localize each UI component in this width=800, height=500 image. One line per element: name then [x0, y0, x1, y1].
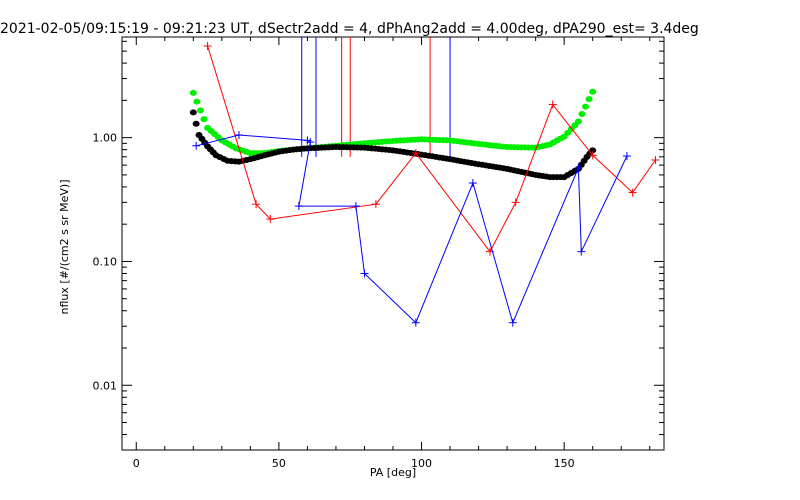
- plot-frame: [121, 36, 665, 451]
- green-curve-dot: [196, 107, 204, 114]
- black-curve-dot: [589, 147, 597, 154]
- chart-title: 2021-02-05/09:15:19 - 09:21:23 UT, dSect…: [0, 21, 699, 37]
- x-tick-label: 100: [411, 457, 432, 470]
- x-axis-label: PA [deg]: [370, 466, 416, 479]
- black-curve-dot: [192, 120, 200, 127]
- blue-series-line: [196, 134, 628, 325]
- x-tick-label: 150: [554, 457, 575, 470]
- green-curve-dot: [589, 88, 597, 95]
- x-tick-label: 50: [272, 457, 286, 470]
- green-curve-dot: [578, 111, 586, 118]
- x-tick-label: 0: [133, 457, 140, 470]
- green-curve-dot: [200, 116, 208, 123]
- y-tick-label: 0.01: [93, 379, 118, 392]
- green-curve-dot: [189, 89, 197, 96]
- green-curve-dot: [193, 98, 201, 105]
- y-tick-label: 1.00: [93, 132, 118, 145]
- green-curve-dot: [585, 96, 593, 103]
- green-curve-dot: [574, 118, 582, 125]
- y-tick-label: 0.10: [93, 255, 118, 268]
- black-curve-dot: [189, 109, 197, 116]
- green-curve-dot: [582, 103, 590, 110]
- y-axis-label: nflux [#/(cm2 s sr MeV)]: [58, 180, 71, 315]
- plot-area: 0 50 100 150 0.01 0.10 1.00: [93, 36, 665, 470]
